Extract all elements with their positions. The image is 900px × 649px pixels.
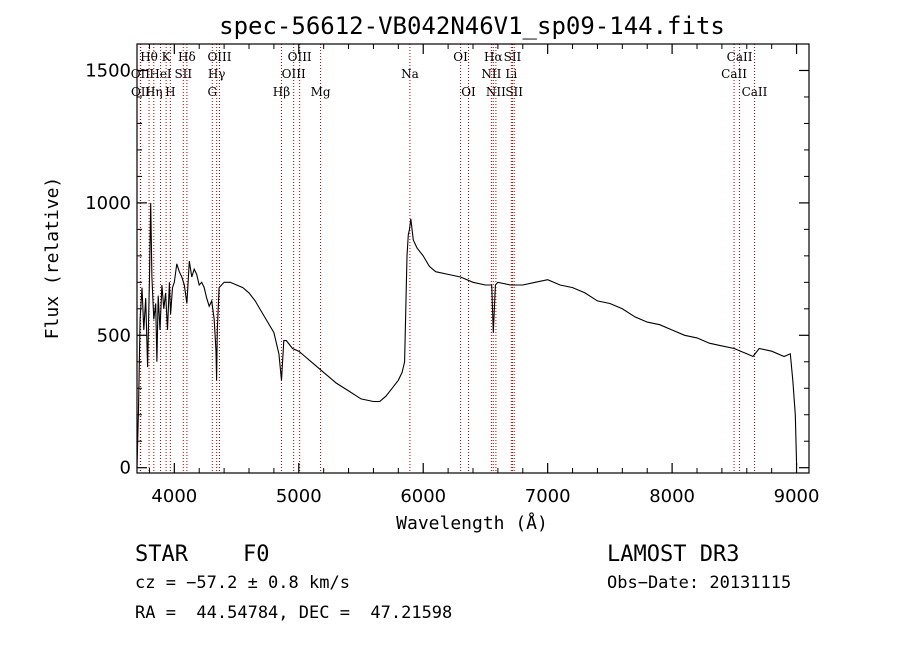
- y-axis-label: Flux (relative): [42, 177, 63, 340]
- line-label-0: Hθ: [140, 50, 158, 64]
- x-axis: 4000 5000 6000 7000 8000 9000: [148, 44, 820, 507]
- line-label-22: SII: [504, 50, 522, 64]
- line-label-15: Mg: [311, 85, 331, 99]
- x-axis-label: Wavelength (Å): [396, 512, 548, 534]
- x-tick-label-0: 4000: [151, 486, 197, 507]
- line-label-12: Hβ: [273, 85, 290, 99]
- x-tick-label-2: 6000: [400, 486, 446, 507]
- plot-frame: [136, 43, 810, 474]
- line-label-1: OII: [131, 67, 151, 81]
- line-label-7: SII: [174, 67, 192, 81]
- spectral-line-markers: [139, 44, 755, 473]
- y-tick-label-2: 1000: [85, 193, 131, 214]
- line-label-23: Li: [505, 67, 517, 81]
- line-label-25: CaII: [727, 50, 753, 64]
- object-class: STAR: [135, 542, 189, 567]
- flux-series-line: [136, 202, 798, 468]
- y-tick-label-0: 0: [120, 458, 131, 479]
- sky-coordinates: RA = 44.54784, DEC = 47.21598: [135, 603, 452, 623]
- line-label-13: OIII: [288, 50, 312, 64]
- line-label-18: OI: [461, 85, 476, 99]
- line-label-6: H: [165, 85, 175, 99]
- y-tick-label-3: 1500: [85, 60, 131, 81]
- object-subclass: F0: [243, 542, 270, 567]
- line-label-20: NII: [481, 67, 501, 81]
- line-label-8: Hδ: [178, 50, 196, 64]
- spectral-line-labels: Hθ OII OII K Hη HeI H SII Hδ OIII Hγ G Hβ OIII OIII Mg N…: [131, 50, 768, 99]
- chart-title: spec-56612-VB042N46V1_sp09-144.fits: [219, 12, 725, 40]
- line-label-3: K: [162, 50, 172, 64]
- line-label-2: OII: [131, 85, 151, 99]
- line-label-10: Hγ: [208, 67, 226, 81]
- line-label-11: G: [207, 85, 217, 99]
- line-label-14: OIII: [282, 67, 306, 81]
- line-label-4: Hη: [145, 85, 163, 99]
- line-label-16: Na: [401, 67, 419, 81]
- y-axis: 0 500 1000 1500: [85, 60, 809, 479]
- line-label-24: SII: [505, 85, 523, 99]
- line-label-17: OI: [453, 50, 468, 64]
- line-label-21: NII: [486, 85, 506, 99]
- line-label-5: HeI: [149, 67, 172, 81]
- redshift-velocity: cz = −57.2 ± 0.8 km/s: [135, 573, 350, 593]
- y-tick-label-1: 500: [97, 325, 131, 346]
- observation-date: Obs−Date: 20131115: [607, 573, 791, 593]
- x-tick-label-5: 9000: [774, 486, 820, 507]
- x-tick-label-4: 8000: [649, 486, 695, 507]
- line-label-26: CaII: [721, 67, 747, 81]
- line-label-19: Hα: [484, 50, 503, 64]
- line-label-9: OIII: [207, 50, 231, 64]
- survey-name: LAMOST DR3: [607, 542, 739, 567]
- x-tick-label-3: 7000: [525, 486, 571, 507]
- x-tick-label-1: 5000: [276, 486, 322, 507]
- line-label-27: CaII: [742, 85, 768, 99]
